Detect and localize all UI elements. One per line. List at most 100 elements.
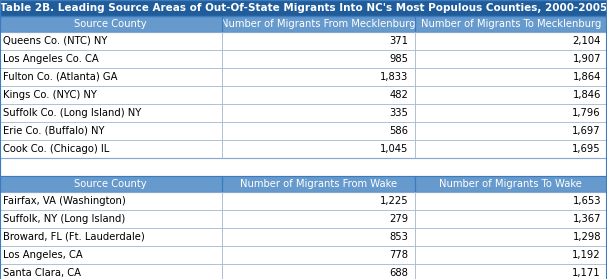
Bar xyxy=(0,16,222,32)
Bar xyxy=(415,192,607,210)
Bar xyxy=(222,176,415,192)
Text: Suffolk, NY (Long Island): Suffolk, NY (Long Island) xyxy=(3,214,125,224)
Bar xyxy=(0,210,222,228)
Text: 1,796: 1,796 xyxy=(572,108,601,118)
Bar xyxy=(0,122,222,140)
Bar xyxy=(222,32,415,50)
Bar xyxy=(0,228,222,246)
Bar xyxy=(0,264,222,279)
Bar xyxy=(222,140,415,158)
Text: 482: 482 xyxy=(390,90,409,100)
Bar xyxy=(415,228,607,246)
Bar xyxy=(0,16,222,32)
Bar xyxy=(415,140,607,158)
Text: 1,833: 1,833 xyxy=(380,72,409,82)
Text: Number of Migrants From Mecklenburg: Number of Migrants From Mecklenburg xyxy=(221,19,415,29)
Bar xyxy=(222,140,415,158)
Text: 1,192: 1,192 xyxy=(572,250,601,260)
Bar xyxy=(222,50,415,68)
Bar xyxy=(415,210,607,228)
Bar xyxy=(222,68,415,86)
Bar xyxy=(415,228,607,246)
Bar xyxy=(0,86,222,104)
Bar xyxy=(222,228,415,246)
Bar xyxy=(415,50,607,68)
Bar xyxy=(0,140,222,158)
Text: Santa Clara, CA: Santa Clara, CA xyxy=(3,268,81,278)
Bar xyxy=(222,104,415,122)
Text: 1,653: 1,653 xyxy=(572,196,601,206)
Bar xyxy=(415,104,607,122)
Bar xyxy=(415,176,607,192)
Text: Kings Co. (NYC) NY: Kings Co. (NYC) NY xyxy=(3,90,97,100)
Bar xyxy=(222,32,415,50)
Bar xyxy=(0,86,222,104)
Text: Fairfax, VA (Washington): Fairfax, VA (Washington) xyxy=(3,196,126,206)
Text: 1,697: 1,697 xyxy=(572,126,601,136)
Text: 853: 853 xyxy=(390,232,409,242)
Bar xyxy=(222,210,415,228)
Text: Erie Co. (Buffalo) NY: Erie Co. (Buffalo) NY xyxy=(3,126,104,136)
Bar xyxy=(415,50,607,68)
Bar xyxy=(222,210,415,228)
Bar xyxy=(415,246,607,264)
Bar xyxy=(0,50,222,68)
Bar xyxy=(222,104,415,122)
Bar xyxy=(415,32,607,50)
Text: 279: 279 xyxy=(389,214,409,224)
Bar xyxy=(415,264,607,279)
Bar xyxy=(222,192,415,210)
Text: Suffolk Co. (Long Island) NY: Suffolk Co. (Long Island) NY xyxy=(3,108,141,118)
Bar xyxy=(0,140,222,158)
Text: Number of Migrants To Wake: Number of Migrants To Wake xyxy=(439,179,582,189)
Text: 1,225: 1,225 xyxy=(380,196,409,206)
Bar xyxy=(222,246,415,264)
Bar xyxy=(222,68,415,86)
Text: Broward, FL (Ft. Lauderdale): Broward, FL (Ft. Lauderdale) xyxy=(3,232,145,242)
Bar xyxy=(222,50,415,68)
Text: Number of Migrants From Wake: Number of Migrants From Wake xyxy=(240,179,396,189)
Bar xyxy=(0,104,222,122)
Bar xyxy=(0,32,222,50)
Text: 1,864: 1,864 xyxy=(572,72,601,82)
Bar xyxy=(0,0,607,16)
Bar xyxy=(415,86,607,104)
Bar xyxy=(222,176,415,192)
Bar xyxy=(222,264,415,279)
Text: 1,695: 1,695 xyxy=(572,144,601,154)
Bar xyxy=(222,122,415,140)
Text: Queens Co. (NTC) NY: Queens Co. (NTC) NY xyxy=(3,36,107,46)
Text: 1,171: 1,171 xyxy=(572,268,601,278)
Bar xyxy=(415,68,607,86)
Bar xyxy=(0,176,222,192)
Bar xyxy=(222,86,415,104)
Bar xyxy=(0,50,222,68)
Bar xyxy=(0,122,222,140)
Bar xyxy=(222,16,415,32)
Text: Source County: Source County xyxy=(75,179,147,189)
Bar xyxy=(222,86,415,104)
Bar xyxy=(0,246,222,264)
Text: Los Angeles, CA: Los Angeles, CA xyxy=(3,250,83,260)
Bar xyxy=(0,210,222,228)
Bar xyxy=(222,228,415,246)
Text: Los Angeles Co. CA: Los Angeles Co. CA xyxy=(3,54,99,64)
Bar xyxy=(415,210,607,228)
Bar xyxy=(0,0,607,16)
Bar xyxy=(415,140,607,158)
Bar xyxy=(415,86,607,104)
Text: 1,367: 1,367 xyxy=(572,214,601,224)
Bar xyxy=(222,264,415,279)
Text: 688: 688 xyxy=(390,268,409,278)
Bar xyxy=(0,68,222,86)
Text: 778: 778 xyxy=(390,250,409,260)
Bar xyxy=(415,68,607,86)
Bar xyxy=(415,122,607,140)
Text: 1,907: 1,907 xyxy=(572,54,601,64)
Bar xyxy=(0,264,222,279)
Bar xyxy=(0,246,222,264)
Text: Table 2B. Leading Source Areas of Out-Of-State Migrants Into NC's Most Populous : Table 2B. Leading Source Areas of Out-Of… xyxy=(0,3,607,13)
Text: 1,846: 1,846 xyxy=(572,90,601,100)
Text: Number of Migrants To Mecklenburg: Number of Migrants To Mecklenburg xyxy=(421,19,601,29)
Text: 2,104: 2,104 xyxy=(572,36,601,46)
